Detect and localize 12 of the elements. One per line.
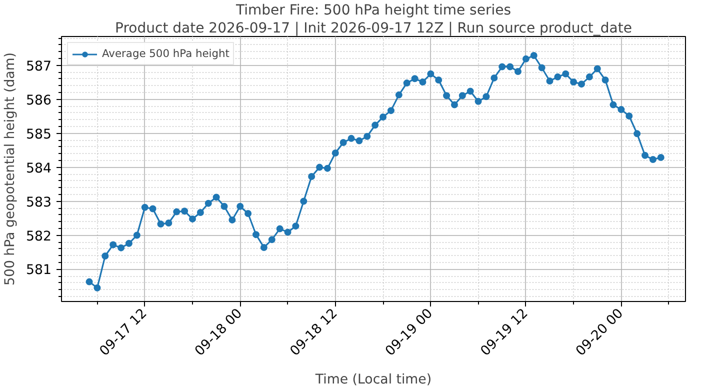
legend-label: Average 500 hPa height <box>102 47 230 60</box>
y-tick-label: 586 <box>26 93 52 108</box>
y-axis-title: 500 hPa geopotential height (dam) <box>3 52 18 286</box>
x-axis-title: Time (Local time) <box>314 372 432 388</box>
chart-title: Timber Fire: 500 hPa height time series <box>234 2 512 18</box>
y-tick-label: 582 <box>26 229 52 244</box>
y-tick-label: 584 <box>26 161 52 176</box>
chart-subtitle: Product date 2026-09-17 | Init 2026-09-17 12Z | Run source product_date <box>115 20 632 36</box>
y-tick-label: 581 <box>26 263 52 278</box>
y-tick-label: 583 <box>26 195 52 210</box>
y-tick-label: 587 <box>26 59 52 74</box>
y-tick-label: 585 <box>26 127 52 142</box>
